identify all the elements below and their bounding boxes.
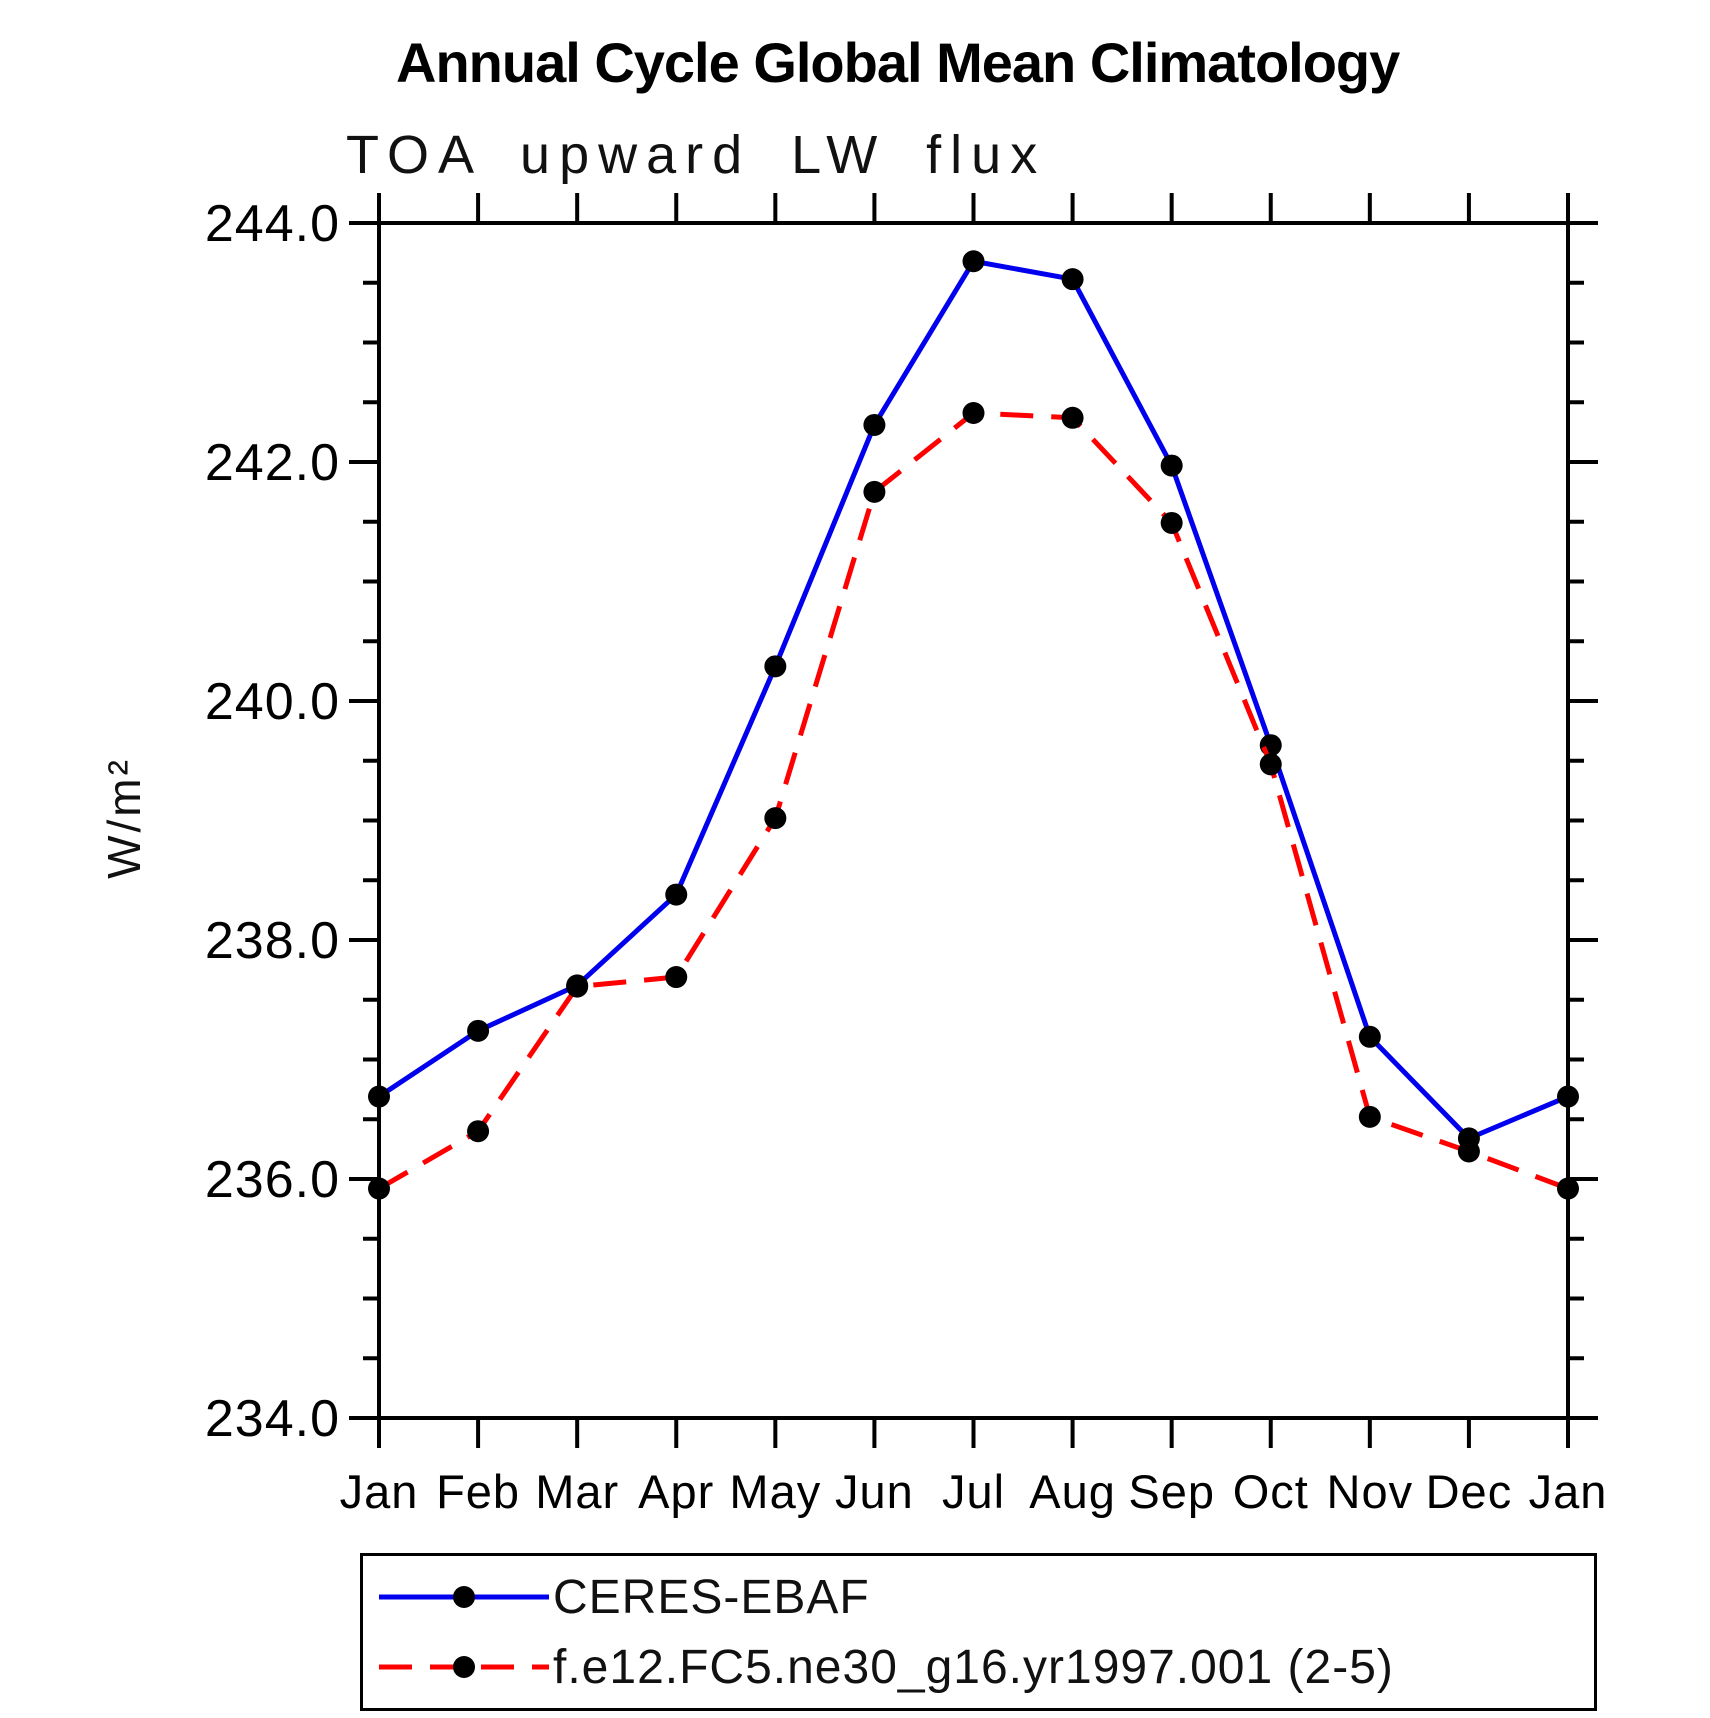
series-marker-1 <box>1061 406 1084 429</box>
x-tick-label: Aug <box>1029 1465 1116 1518</box>
legend-box: CERES-EBAF f.e12.FC5.ne30_g16.yr1997.001… <box>360 1553 1597 1711</box>
series-marker-1 <box>962 402 985 425</box>
series-marker-1 <box>665 966 688 989</box>
series-marker-0 <box>1358 1025 1381 1048</box>
legend-sample-line-0 <box>379 1586 549 1608</box>
x-tick-label: Dec <box>1426 1465 1513 1518</box>
y-tick-label: 234.0 <box>205 1390 340 1448</box>
x-tick-label: Oct <box>1233 1465 1309 1518</box>
y-tick-label: 244.0 <box>205 195 340 253</box>
x-tick-label: Mar <box>535 1465 619 1518</box>
series-marker-1 <box>863 480 886 503</box>
x-tick-label: Jun <box>835 1465 914 1518</box>
x-tick-label: Sep <box>1128 1465 1215 1518</box>
legend-item-model: f.e12.FC5.ne30_g16.yr1997.001 (2-5) <box>371 1641 1394 1694</box>
legend-item-ceres-ebaf: CERES-EBAF <box>371 1571 870 1624</box>
y-tick-label: 238.0 <box>205 912 340 970</box>
chart-subtitle: TOA upward LW flux <box>346 125 1047 185</box>
series-marker-0 <box>1259 734 1282 757</box>
x-tick-label: Jan <box>1529 1465 1608 1518</box>
series-marker-1 <box>1160 511 1183 534</box>
y-tick-label: 236.0 <box>205 1151 340 1209</box>
series-marker-1 <box>1557 1177 1579 1200</box>
series-marker-1 <box>368 1177 390 1200</box>
series-marker-0 <box>368 1085 390 1108</box>
series-marker-1 <box>1259 753 1282 776</box>
x-tick-label: Jul <box>942 1465 1005 1518</box>
series-marker-0 <box>962 250 985 273</box>
series-line-1 <box>377 410 1569 1191</box>
series-marker-0 <box>467 1019 490 1042</box>
series-marker-0 <box>764 655 787 678</box>
series-marker-0 <box>1160 454 1183 477</box>
x-tick-label: Apr <box>638 1465 714 1518</box>
series-marker-1 <box>1358 1105 1381 1128</box>
x-tick-label: May <box>729 1465 821 1518</box>
series-marker-0 <box>1061 268 1084 291</box>
series-marker-1 <box>1457 1140 1480 1163</box>
series-marker-1 <box>467 1120 490 1143</box>
plot-frame <box>377 221 1570 1420</box>
series-marker-0 <box>1557 1085 1579 1108</box>
x-tick-label: Feb <box>436 1465 520 1518</box>
series-marker-0 <box>665 883 688 906</box>
y-axis-label: W/m² <box>98 757 150 879</box>
legend-label-ceres-ebaf: CERES-EBAF <box>553 1570 870 1624</box>
series-marker-1 <box>764 807 787 830</box>
chart-title: Annual Cycle Global Mean Climatology <box>396 31 1400 94</box>
series-line-0 <box>377 258 1569 1141</box>
y-tick-label: 242.0 <box>205 434 340 492</box>
x-tick-label: Jan <box>340 1465 419 1518</box>
legend-label-model: f.e12.FC5.ne30_g16.yr1997.001 (2-5) <box>553 1640 1394 1694</box>
x-tick-label: Nov <box>1327 1465 1414 1518</box>
legend-sample-line-1 <box>379 1656 549 1678</box>
y-tick-label: 240.0 <box>205 673 340 731</box>
series-marker-0 <box>863 413 886 436</box>
series-marker-1 <box>566 975 589 998</box>
